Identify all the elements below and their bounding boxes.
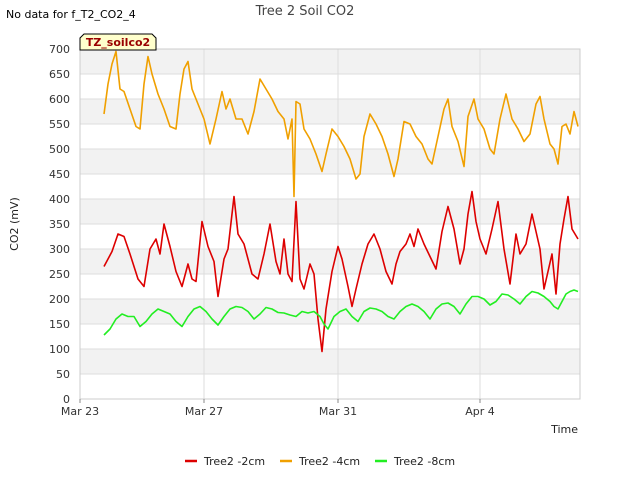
plot-band	[80, 99, 580, 124]
plot-band	[80, 149, 580, 174]
y-tick-label: 650	[49, 68, 70, 81]
y-axis: 0 50 100 150 200 250 300 350 400 450 500 550 600 650 7…	[49, 43, 70, 406]
legend-label: Tree2 -4cm	[298, 455, 360, 468]
y-tick-label: 400	[49, 193, 70, 206]
y-tick-label: 300	[49, 243, 70, 256]
plot-band	[80, 49, 580, 74]
series-layer	[103, 50, 579, 353]
y-tick-label: 600	[49, 93, 70, 106]
tz-badge-shape	[79, 33, 157, 51]
legend: Tree2 -2cm Tree2 -4cm Tree2 -8cm	[185, 455, 455, 468]
chart-title: Tree 2 Soil CO2	[255, 4, 355, 19]
tz-badge-label: TZ_soilco2	[86, 36, 150, 49]
plot-frame	[79, 48, 581, 400]
y-tick-label: 450	[49, 168, 70, 181]
x-tick-label: Mar 27	[185, 405, 223, 418]
y-tick-label: 500	[49, 143, 70, 156]
y-tick-label: 250	[49, 268, 70, 281]
y-tick-label: 0	[63, 393, 70, 406]
series-line-1	[103, 190, 579, 353]
x-axis: Mar 23 Mar 27 Mar 31 Apr 4	[61, 399, 495, 418]
plot-band	[80, 199, 580, 224]
tz-badge: TZ_soilco2	[79, 33, 157, 51]
plot-band	[80, 249, 580, 274]
y-tick-label: 50	[56, 368, 70, 381]
y-tick-label: 150	[49, 318, 70, 331]
no-data-message: No data for f_T2_CO2_4	[6, 8, 136, 21]
plot-band	[80, 349, 580, 374]
y-tick-label: 100	[49, 343, 70, 356]
y-tick-label: 550	[49, 118, 70, 131]
x-tick-label: Apr 4	[465, 405, 495, 418]
y-tick-label: 200	[49, 293, 70, 306]
y-tick-label: 350	[49, 218, 70, 231]
x-tick-label: Mar 23	[61, 405, 99, 418]
y-axis-label: CO2 (mV)	[8, 197, 21, 251]
series-line-3	[103, 289, 579, 336]
legend-label: Tree2 -2cm	[203, 455, 265, 468]
y-tick-label: 700	[49, 43, 70, 56]
legend-label: Tree2 -8cm	[393, 455, 455, 468]
series-line-2	[103, 50, 579, 198]
x-tick-label: Mar 31	[319, 405, 357, 418]
x-axis-label: Time	[550, 423, 578, 436]
